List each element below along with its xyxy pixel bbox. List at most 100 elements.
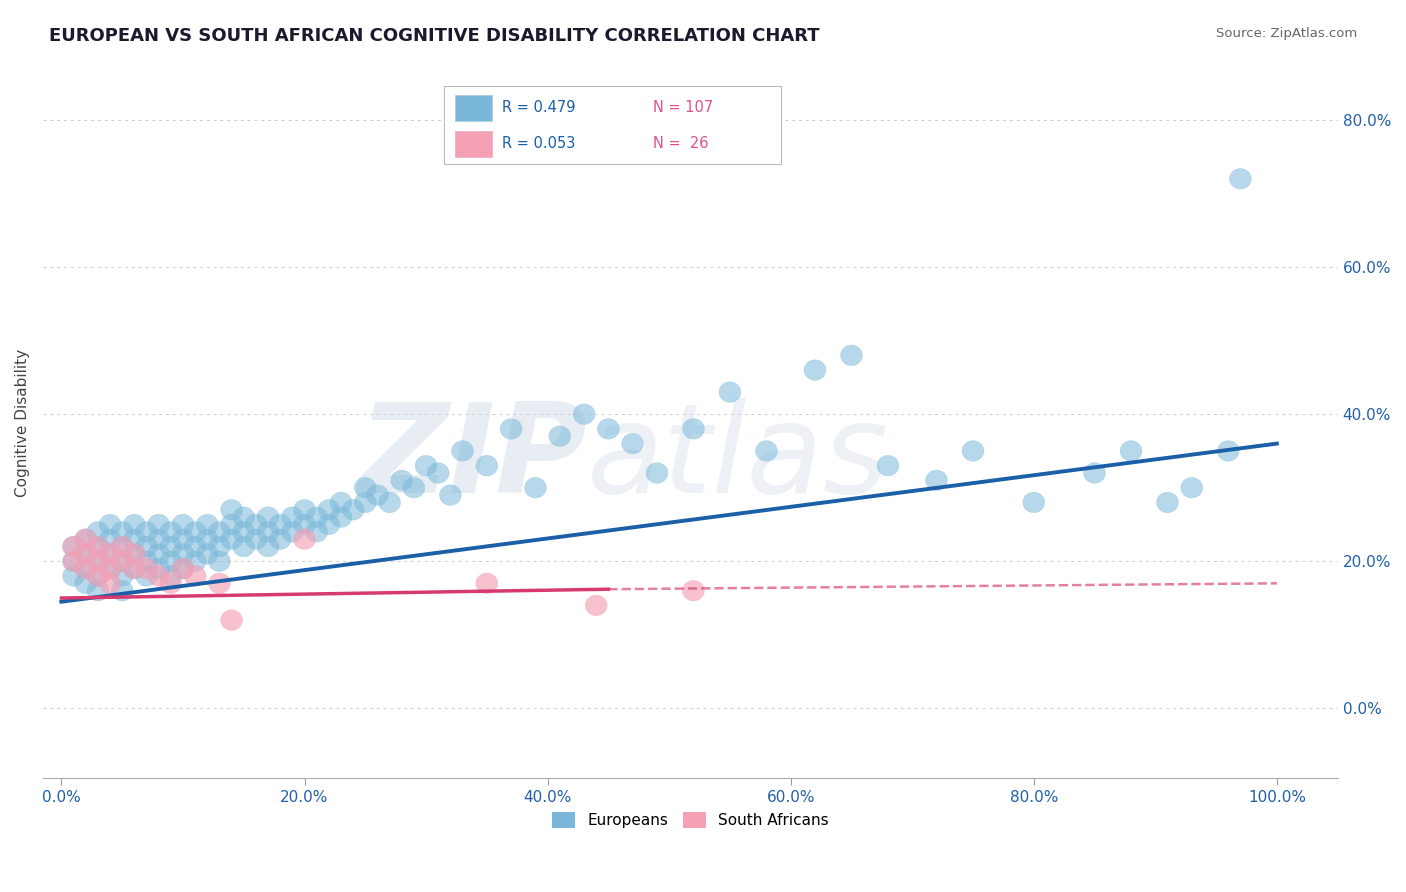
Ellipse shape bbox=[197, 543, 218, 565]
Ellipse shape bbox=[233, 507, 254, 527]
Ellipse shape bbox=[281, 522, 304, 542]
Ellipse shape bbox=[98, 558, 121, 579]
Ellipse shape bbox=[111, 536, 134, 557]
Ellipse shape bbox=[75, 543, 97, 565]
Ellipse shape bbox=[841, 345, 862, 366]
Ellipse shape bbox=[148, 543, 170, 565]
Ellipse shape bbox=[305, 507, 328, 527]
Y-axis label: Cognitive Disability: Cognitive Disability bbox=[15, 350, 30, 498]
Ellipse shape bbox=[221, 514, 242, 535]
Ellipse shape bbox=[111, 551, 134, 572]
Ellipse shape bbox=[111, 522, 134, 542]
Ellipse shape bbox=[160, 536, 181, 557]
Ellipse shape bbox=[294, 514, 315, 535]
Ellipse shape bbox=[124, 558, 145, 579]
Ellipse shape bbox=[172, 529, 194, 549]
Ellipse shape bbox=[391, 470, 413, 491]
Ellipse shape bbox=[148, 514, 170, 535]
Ellipse shape bbox=[233, 536, 254, 557]
Ellipse shape bbox=[1121, 441, 1142, 461]
Ellipse shape bbox=[160, 573, 181, 594]
Ellipse shape bbox=[257, 536, 278, 557]
Ellipse shape bbox=[135, 536, 157, 557]
Ellipse shape bbox=[111, 536, 134, 557]
Ellipse shape bbox=[63, 536, 84, 557]
Ellipse shape bbox=[87, 536, 108, 557]
Ellipse shape bbox=[598, 418, 619, 439]
Ellipse shape bbox=[378, 492, 401, 513]
Ellipse shape bbox=[87, 536, 108, 557]
Ellipse shape bbox=[475, 573, 498, 594]
Ellipse shape bbox=[172, 558, 194, 579]
Text: atlas: atlas bbox=[586, 399, 889, 519]
Ellipse shape bbox=[342, 500, 364, 520]
Ellipse shape bbox=[1229, 169, 1251, 189]
Ellipse shape bbox=[245, 514, 267, 535]
Ellipse shape bbox=[87, 551, 108, 572]
Ellipse shape bbox=[585, 595, 607, 615]
Ellipse shape bbox=[98, 543, 121, 565]
Ellipse shape bbox=[75, 529, 97, 549]
Ellipse shape bbox=[98, 529, 121, 549]
Ellipse shape bbox=[197, 514, 218, 535]
Ellipse shape bbox=[98, 558, 121, 579]
Ellipse shape bbox=[524, 477, 547, 498]
Ellipse shape bbox=[1022, 492, 1045, 513]
Ellipse shape bbox=[111, 566, 134, 586]
Ellipse shape bbox=[98, 573, 121, 594]
Ellipse shape bbox=[208, 551, 231, 572]
Text: ZIP: ZIP bbox=[359, 399, 586, 519]
Ellipse shape bbox=[184, 522, 207, 542]
Ellipse shape bbox=[718, 382, 741, 402]
Ellipse shape bbox=[124, 543, 145, 565]
Ellipse shape bbox=[87, 566, 108, 586]
Ellipse shape bbox=[427, 463, 449, 483]
Ellipse shape bbox=[63, 536, 84, 557]
Ellipse shape bbox=[172, 514, 194, 535]
Text: Source: ZipAtlas.com: Source: ZipAtlas.com bbox=[1216, 27, 1357, 40]
Ellipse shape bbox=[257, 507, 278, 527]
Ellipse shape bbox=[1218, 441, 1239, 461]
Ellipse shape bbox=[75, 558, 97, 579]
Ellipse shape bbox=[451, 441, 474, 461]
Ellipse shape bbox=[135, 558, 157, 579]
Ellipse shape bbox=[755, 441, 778, 461]
Ellipse shape bbox=[270, 529, 291, 549]
Ellipse shape bbox=[221, 610, 242, 631]
Ellipse shape bbox=[172, 543, 194, 565]
Ellipse shape bbox=[124, 543, 145, 565]
Ellipse shape bbox=[221, 529, 242, 549]
Ellipse shape bbox=[305, 522, 328, 542]
Ellipse shape bbox=[294, 529, 315, 549]
Ellipse shape bbox=[160, 522, 181, 542]
Ellipse shape bbox=[404, 477, 425, 498]
Text: EUROPEAN VS SOUTH AFRICAN COGNITIVE DISABILITY CORRELATION CHART: EUROPEAN VS SOUTH AFRICAN COGNITIVE DISA… bbox=[49, 27, 820, 45]
Ellipse shape bbox=[184, 536, 207, 557]
Ellipse shape bbox=[160, 551, 181, 572]
Ellipse shape bbox=[645, 463, 668, 483]
Ellipse shape bbox=[415, 455, 437, 476]
Ellipse shape bbox=[682, 581, 704, 601]
Ellipse shape bbox=[87, 551, 108, 572]
Ellipse shape bbox=[184, 566, 207, 586]
Ellipse shape bbox=[501, 418, 522, 439]
Ellipse shape bbox=[111, 551, 134, 572]
Ellipse shape bbox=[475, 455, 498, 476]
Ellipse shape bbox=[1157, 492, 1178, 513]
Ellipse shape bbox=[111, 581, 134, 601]
Ellipse shape bbox=[877, 455, 898, 476]
Ellipse shape bbox=[208, 573, 231, 594]
Ellipse shape bbox=[245, 529, 267, 549]
Ellipse shape bbox=[294, 500, 315, 520]
Ellipse shape bbox=[98, 514, 121, 535]
Ellipse shape bbox=[75, 558, 97, 579]
Ellipse shape bbox=[135, 566, 157, 586]
Ellipse shape bbox=[75, 543, 97, 565]
Legend: Europeans, South Africans: Europeans, South Africans bbox=[546, 806, 835, 834]
Ellipse shape bbox=[233, 522, 254, 542]
Ellipse shape bbox=[75, 529, 97, 549]
Ellipse shape bbox=[148, 558, 170, 579]
Ellipse shape bbox=[318, 514, 340, 535]
Ellipse shape bbox=[63, 566, 84, 586]
Ellipse shape bbox=[124, 514, 145, 535]
